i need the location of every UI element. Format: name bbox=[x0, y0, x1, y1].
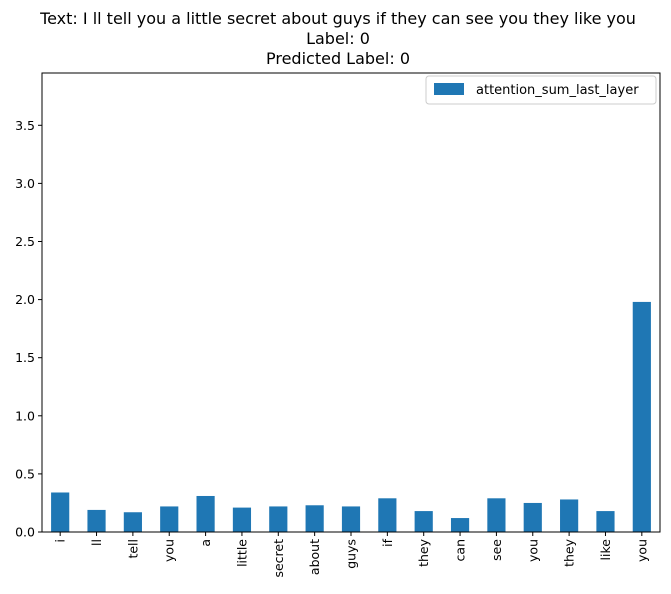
y-tick-label-7: 3.5 bbox=[15, 118, 35, 133]
x-tick-label-13: you bbox=[525, 539, 540, 562]
bar-1 bbox=[87, 509, 106, 532]
x-tick-label-12: see bbox=[489, 539, 504, 561]
x-tick-label-11: can bbox=[453, 539, 468, 561]
bar-2 bbox=[123, 512, 142, 532]
bar-10 bbox=[414, 511, 433, 532]
y-tick-label-1: 0.5 bbox=[15, 466, 35, 481]
chart-title: Text: I ll tell you a little secret abou… bbox=[39, 9, 636, 68]
title-line-2: Label: 0 bbox=[306, 29, 370, 48]
bar-6 bbox=[269, 506, 288, 532]
x-tick-label-0: i bbox=[53, 539, 68, 542]
x-tick-label-9: if bbox=[380, 538, 395, 546]
legend-swatch bbox=[434, 83, 464, 95]
x-tick-label-2: tell bbox=[125, 539, 140, 559]
x-tick-label-1: ll bbox=[89, 539, 104, 546]
x-tick-label-8: guys bbox=[344, 539, 359, 569]
legend: attention_sum_last_layer bbox=[425, 75, 657, 105]
x-tick-label-3: you bbox=[162, 539, 177, 562]
x-tick-label-10: they bbox=[416, 538, 431, 567]
x-tick-label-6: secret bbox=[271, 539, 286, 578]
y-tick-label-3: 1.5 bbox=[15, 350, 35, 365]
x-tick-label-16: you bbox=[634, 539, 649, 562]
bar-8 bbox=[341, 506, 361, 532]
bar-13 bbox=[523, 502, 542, 532]
y-axis: 0.0 0.5 1.0 1.5 2.0 2.5 3.0 3.5 bbox=[15, 118, 42, 540]
y-tick-label-0: 0.0 bbox=[15, 525, 35, 540]
bar-16 bbox=[632, 301, 651, 532]
legend-label: attention_sum_last_layer bbox=[476, 83, 639, 98]
bar-7 bbox=[305, 505, 324, 532]
bar-5 bbox=[232, 507, 252, 532]
y-tick-label-4: 2.0 bbox=[15, 292, 35, 307]
bar-3 bbox=[160, 506, 179, 532]
bar-11 bbox=[450, 518, 470, 532]
x-tick-label-7: about bbox=[307, 539, 322, 575]
y-tick-label-6: 3.0 bbox=[15, 176, 35, 191]
legend-box bbox=[425, 75, 657, 105]
y-tick-label-5: 2.5 bbox=[15, 234, 35, 249]
y-tick-label-2: 1.0 bbox=[15, 408, 35, 423]
x-tick-label-15: like bbox=[598, 539, 613, 561]
x-tick-label-14: they bbox=[562, 538, 577, 567]
bar-14 bbox=[560, 499, 579, 532]
x-tick-label-5: little bbox=[234, 539, 249, 567]
bar-9 bbox=[378, 498, 397, 532]
bars-group bbox=[51, 301, 651, 532]
plot-frame bbox=[41, 72, 661, 533]
bar-12 bbox=[487, 498, 506, 532]
x-axis: i ll tell you a little secret about guys if they ca… bbox=[53, 532, 649, 578]
bar-0 bbox=[51, 492, 70, 532]
bar-15 bbox=[596, 511, 615, 532]
bar-4 bbox=[196, 495, 215, 532]
x-tick-label-4: a bbox=[198, 539, 213, 547]
title-line-1: Text: I ll tell you a little secret abou… bbox=[39, 9, 636, 28]
title-line-3: Predicted Label: 0 bbox=[266, 49, 410, 68]
